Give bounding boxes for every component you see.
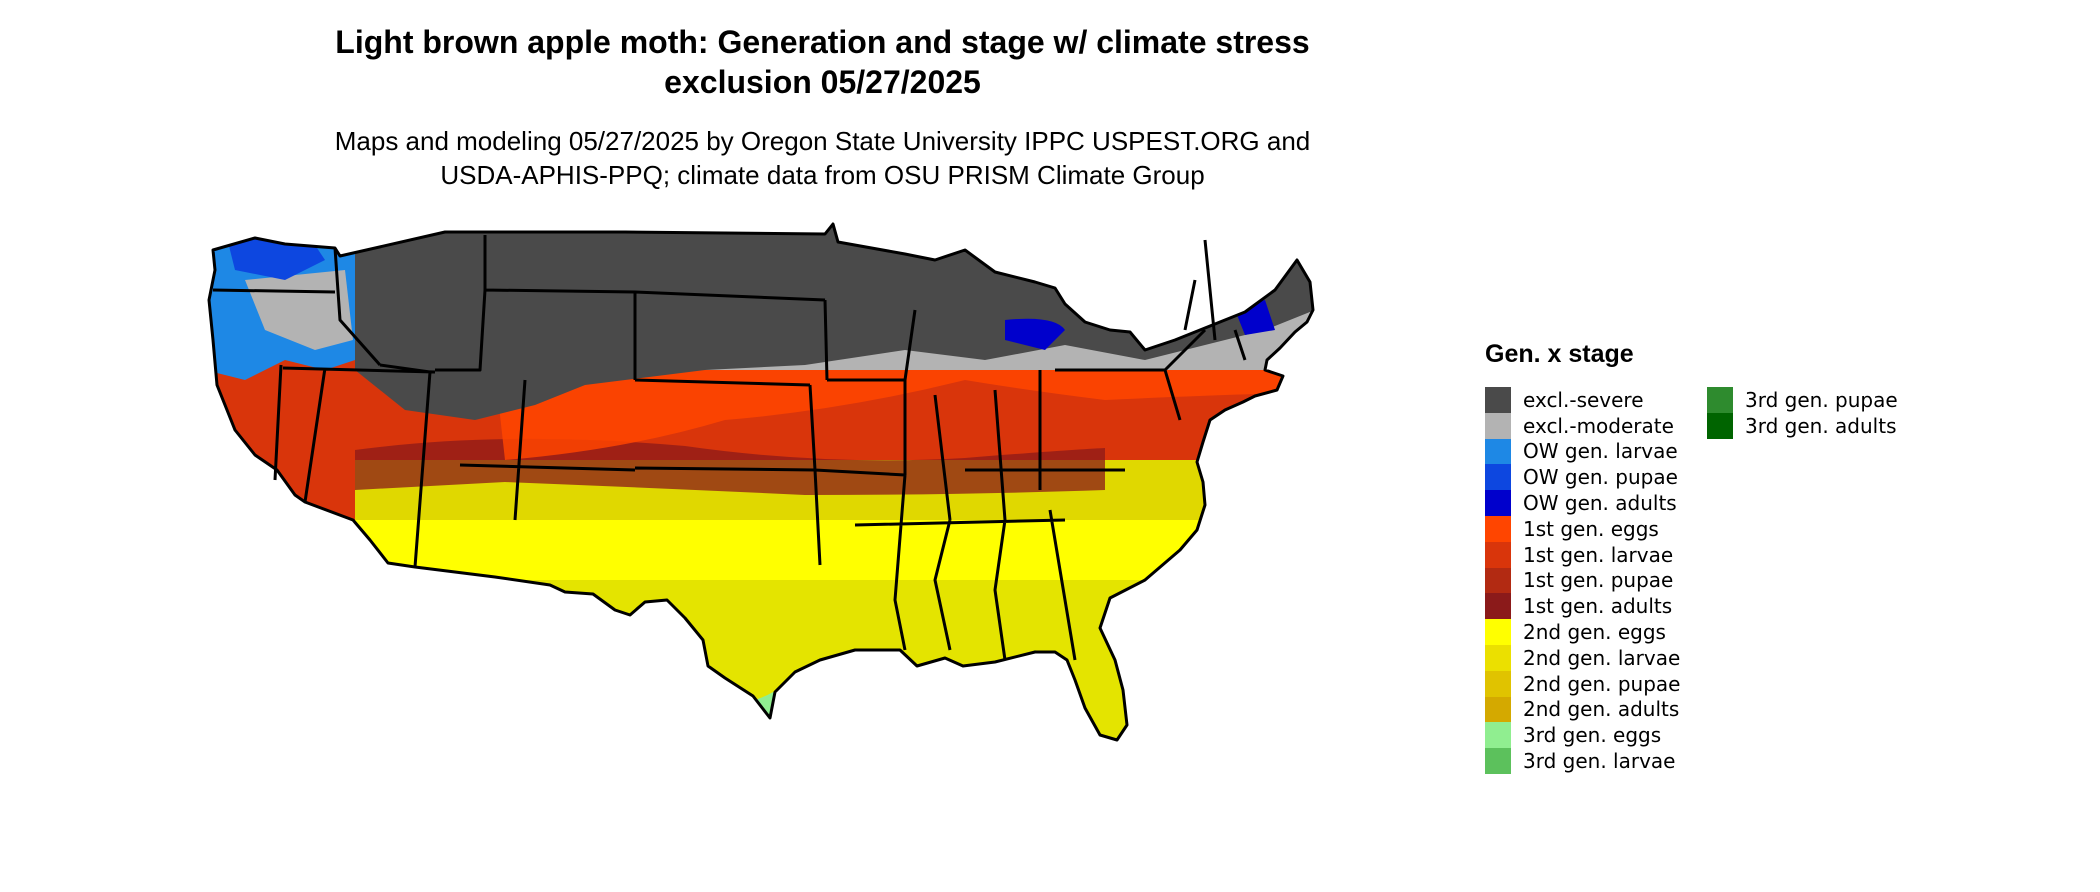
legend-swatch — [1485, 438, 1511, 465]
legend-item: 2nd gen. larvae — [1485, 644, 1707, 671]
legend-label: OW gen. pupae — [1523, 465, 1678, 490]
legend-swatch — [1485, 593, 1511, 620]
map-title-line-2: exclusion 05/27/2025 — [664, 64, 981, 100]
legend-swatch — [1485, 644, 1511, 671]
legend-label: 3rd gen. pupae — [1745, 387, 1898, 412]
legend-item: 3rd gen. eggs — [1485, 722, 1707, 749]
legend-item: 2nd gen. eggs — [1485, 619, 1707, 645]
map-title: Light brown apple moth: Generation and s… — [230, 22, 1415, 102]
legend-label: 3rd gen. eggs — [1523, 723, 1662, 748]
legend-swatch — [1485, 464, 1511, 491]
legend-title: Gen. x stage — [1485, 340, 1634, 368]
legend-label: OW gen. adults — [1523, 491, 1677, 516]
legend-label: 1st gen. pupae — [1523, 568, 1674, 593]
legend-item: 3rd gen. adults — [1707, 412, 1927, 439]
legend-item: OW gen. adults — [1485, 490, 1707, 516]
legend-swatch — [1485, 748, 1511, 774]
state-borders — [207, 222, 1315, 742]
legend-swatch — [1707, 387, 1733, 413]
legend-label: 1st gen. eggs — [1523, 516, 1659, 541]
map-subtitle: Maps and modeling 05/27/2025 by Oregon S… — [230, 124, 1415, 192]
legend-label: 1st gen. larvae — [1523, 542, 1674, 567]
legend-item: 2nd gen. adults — [1485, 696, 1707, 723]
legend-item: 1st gen. larvae — [1485, 541, 1707, 568]
legend-label: excl.-severe — [1523, 387, 1644, 412]
legend-items: excl.-severe excl.-moderate OW gen. larvae… — [1485, 387, 1927, 774]
legend-item: 3rd gen. larvae — [1485, 748, 1707, 774]
legend-label: 2nd gen. larvae — [1523, 645, 1681, 670]
legend-swatch — [1485, 722, 1511, 749]
legend-item: 3rd gen. pupae — [1707, 387, 1927, 413]
legend-item: 2nd gen. pupae — [1485, 670, 1707, 697]
legend-swatch — [1485, 490, 1511, 516]
legend-swatch — [1485, 387, 1511, 413]
legend-label: 2nd gen. adults — [1523, 697, 1680, 722]
legend-label: excl.-moderate — [1523, 413, 1674, 438]
legend-swatch — [1485, 412, 1511, 439]
legend-item: OW gen. pupae — [1485, 464, 1707, 491]
legend-label: OW gen. larvae — [1523, 439, 1678, 464]
legend-item: excl.-moderate — [1485, 412, 1707, 439]
map-title-line-1: Light brown apple moth: Generation and s… — [335, 24, 1310, 60]
legend-swatch — [1485, 670, 1511, 697]
legend-swatch — [1485, 696, 1511, 723]
legend-item: 1st gen. adults — [1485, 593, 1707, 620]
map-subtitle-line-1: Maps and modeling 05/27/2025 by Oregon S… — [334, 126, 1311, 156]
legend-label: 1st gen. adults — [1523, 594, 1673, 619]
us-map — [207, 222, 1315, 742]
legend-swatch — [1485, 567, 1511, 594]
map-subtitle-line-2: USDA-APHIS-PPQ; climate data from OSU PR… — [440, 160, 1205, 190]
legend-item: excl.-severe — [1485, 387, 1707, 413]
legend-label: 3rd gen. larvae — [1523, 749, 1676, 774]
legend-label: 3rd gen. adults — [1745, 413, 1897, 438]
legend-swatch — [1485, 541, 1511, 568]
legend-swatch — [1707, 412, 1733, 439]
legend-item: 1st gen. eggs — [1485, 515, 1707, 542]
legend-item: OW gen. larvae — [1485, 438, 1707, 465]
legend-label: 2nd gen. eggs — [1523, 620, 1666, 645]
legend-label: 2nd gen. pupae — [1523, 671, 1681, 696]
legend-swatch — [1485, 515, 1511, 542]
legend-swatch — [1485, 619, 1511, 645]
legend: Gen. x stage excl.-severe excl.-moderate O… — [1485, 340, 1927, 774]
legend-item: 1st gen. pupae — [1485, 567, 1707, 594]
